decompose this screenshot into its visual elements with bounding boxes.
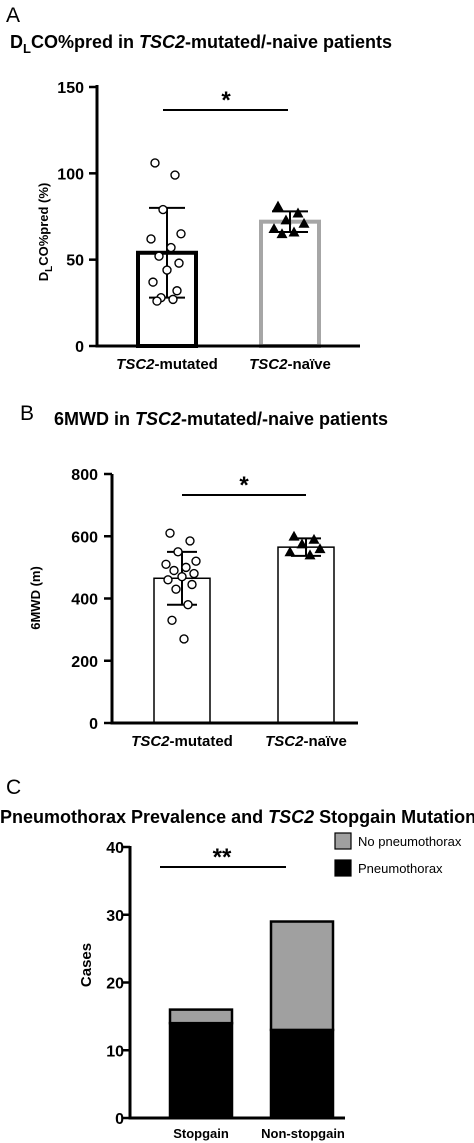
data-point-a-1-2 — [280, 214, 292, 225]
stacked-segment-c-1-1 — [269, 920, 335, 1032]
panel-c: C Pneumothorax Prevalence and TSC2 Stopg… — [0, 776, 474, 1141]
data-point-a-0-1 — [170, 170, 180, 180]
data-point-a-0-2 — [158, 204, 168, 215]
y-tick-label-c-0: 0 — [115, 1111, 124, 1128]
data-point-b-0-4 — [161, 559, 171, 569]
legend-swatch-c-0 — [334, 832, 352, 850]
y-ticks-c: 0 10 20 30 40 — [106, 840, 130, 1128]
bar-b-1 — [277, 546, 335, 724]
bars-b — [153, 537, 335, 724]
significance-marker-a: * — [221, 87, 231, 114]
data-point-b-1-1 — [308, 533, 320, 544]
category-label-a-1: TSC2-naïve — [249, 356, 331, 373]
data-point-a-1-0 — [272, 200, 284, 211]
data-point-a-0-12 — [168, 294, 178, 305]
y-tick-label-c-2: 20 — [106, 976, 124, 993]
panel-label-b: B — [20, 402, 34, 425]
data-point-a-0-8 — [162, 265, 172, 275]
data-point-a-1-1 — [292, 207, 304, 218]
stacked-segment-c-0-0 — [168, 1021, 234, 1120]
chart-title-a: DLCO%pred in TSC2-mutated/-naive patient… — [10, 32, 392, 56]
data-point-a-0-3 — [176, 229, 186, 239]
data-point-b-0-3 — [191, 556, 201, 566]
y-tick-label-b-0: 0 — [89, 716, 98, 733]
data-point-b-0-14 — [179, 634, 189, 644]
category-label-b-0: TSC2-mutated — [131, 733, 233, 750]
y-tick-label-b-3: 600 — [71, 529, 98, 546]
y-axis-label-c: Cases — [78, 943, 95, 987]
panel-label-c: C — [6, 776, 21, 799]
legend-swatch-c-1 — [334, 859, 352, 877]
data-point-b-0-9 — [163, 575, 173, 585]
data-point-a-0-0 — [150, 158, 160, 168]
points-b — [161, 528, 326, 644]
data-point-a-0-9 — [148, 277, 158, 287]
y-axis-label-a: DLCO%pred (%) — [36, 183, 55, 282]
data-point-b-0-10 — [187, 579, 197, 590]
bars-c — [168, 920, 335, 1120]
y-tick-label-b-2: 400 — [71, 592, 98, 609]
y-axis-label-b: 6MWD (m) — [28, 566, 43, 630]
data-point-b-0-6 — [169, 565, 179, 576]
y-tick-label-c-1: 10 — [106, 1043, 124, 1060]
data-point-a-0-5 — [166, 242, 176, 253]
data-point-a-0-13 — [152, 296, 162, 306]
panel-b: B 6MWD in TSC2-mutated/-naive patients 6… — [20, 402, 388, 750]
data-point-b-0-11 — [171, 584, 181, 594]
y-tick-label-c-4: 40 — [106, 840, 124, 857]
data-point-b-0-5 — [181, 562, 191, 573]
points-a — [146, 158, 310, 306]
data-point-a-0-10 — [172, 286, 182, 296]
data-point-a-0-4 — [146, 234, 156, 244]
data-point-b-1-4 — [284, 546, 296, 557]
y-tick-label-a-1: 50 — [66, 253, 84, 270]
data-point-b-0-13 — [167, 615, 177, 625]
category-label-b-1: TSC2-naïve — [265, 733, 347, 750]
data-point-b-0-12 — [183, 600, 193, 610]
category-label-a-0: TSC2-mutated — [116, 356, 218, 373]
stacked-segment-c-0-1 — [168, 1008, 234, 1025]
category-label-c-0: Stopgain — [173, 1126, 229, 1141]
data-point-a-1-3 — [298, 217, 310, 228]
data-point-b-0-7 — [189, 568, 199, 579]
data-point-b-1-3 — [314, 543, 326, 554]
y-ticks-b: 0 200 400 600 800 — [71, 467, 112, 733]
significance-marker-c: ** — [213, 844, 232, 871]
y-tick-label-b-4: 800 — [71, 467, 98, 484]
legend-label-c-0: No pneumothorax — [358, 834, 462, 849]
y-tick-label-a-0: 0 — [75, 339, 84, 356]
y-tick-label-a-2: 100 — [57, 166, 84, 183]
data-point-a-1-4 — [268, 223, 280, 233]
stacked-segment-c-1-0 — [269, 1028, 335, 1120]
y-tick-label-b-1: 200 — [71, 654, 98, 671]
legend-label-c-1: Pneumothorax — [358, 861, 443, 876]
y-ticks-a: 0 50 100 150 — [57, 80, 97, 356]
data-point-b-0-2 — [173, 547, 183, 557]
data-point-b-0-8 — [177, 572, 187, 582]
legend-c: No pneumothorax Pneumothorax — [334, 832, 462, 877]
chart-title-b: 6MWD in TSC2-mutated/-naive patients — [54, 409, 388, 429]
data-point-b-1-0 — [288, 530, 300, 541]
data-point-b-0-1 — [185, 536, 195, 546]
bars-a — [136, 206, 321, 348]
significance-marker-b: * — [239, 472, 249, 499]
data-point-a-0-6 — [154, 251, 164, 261]
data-point-b-1-5 — [304, 549, 316, 560]
data-point-b-1-2 — [296, 538, 308, 549]
data-point-a-1-6 — [276, 228, 288, 239]
y-tick-label-c-3: 30 — [106, 908, 124, 925]
data-point-b-0-0 — [165, 528, 175, 538]
panel-a: A DLCO%pred in TSC2-mutated/-naive patie… — [6, 4, 392, 373]
chart-title-c: Pneumothorax Prevalence and TSC2 Stopgai… — [0, 807, 474, 827]
data-point-a-1-5 — [288, 226, 300, 237]
panel-label-a: A — [6, 4, 20, 27]
data-point-a-0-7 — [174, 258, 184, 268]
category-label-c-1: Non-stopgain — [261, 1126, 345, 1141]
bar-a-1 — [259, 219, 321, 348]
y-tick-label-a-3: 150 — [57, 80, 84, 97]
